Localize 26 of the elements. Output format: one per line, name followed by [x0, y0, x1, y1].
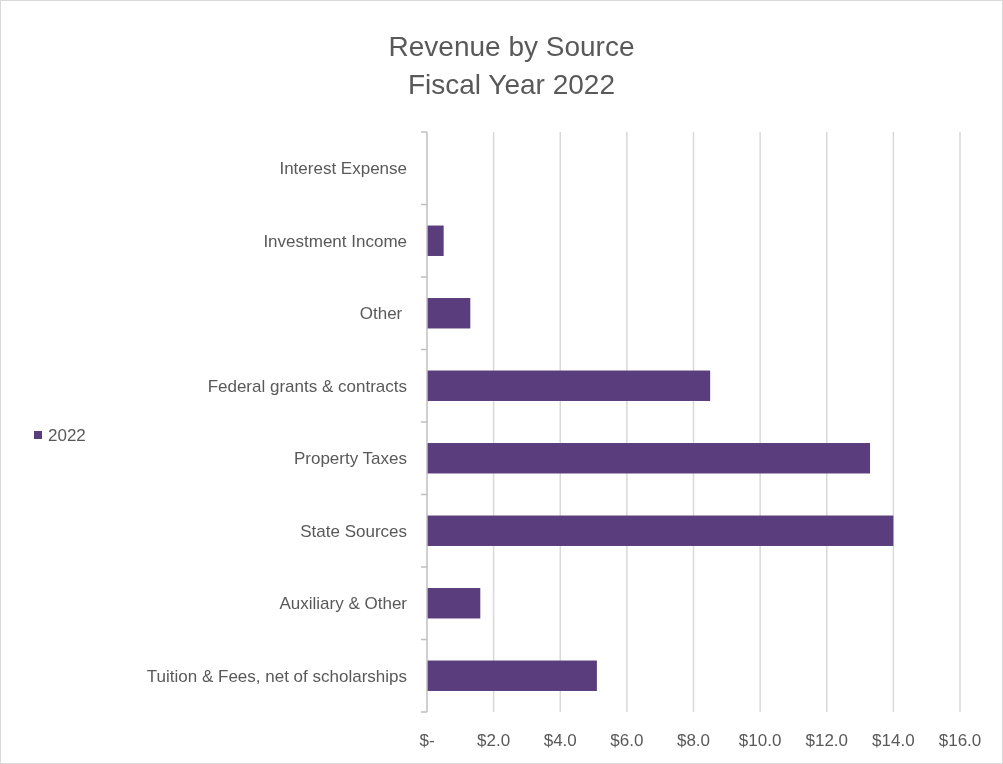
legend-label: 2022: [48, 425, 86, 445]
x-tick-label: $2.0: [477, 731, 511, 750]
x-tick-label: $4.0: [543, 731, 577, 750]
bar: [427, 225, 444, 256]
x-tick-label: $10.0: [738, 731, 782, 750]
y-tick-label: Property Taxes: [293, 449, 407, 469]
x-tick-label: $14.0: [872, 731, 915, 750]
x-tick-label: $12.0: [805, 731, 849, 750]
y-tick-label: Auxiliary & Other: [279, 594, 408, 614]
y-tick-label: Federal grants & contracts: [207, 376, 407, 396]
bar: [427, 298, 471, 329]
bar: [427, 515, 894, 546]
bar: [427, 660, 597, 691]
y-tick-label: Investment Income: [263, 231, 407, 251]
y-tick-label: State Sources: [300, 521, 407, 541]
x-tick-label: $8.0: [676, 731, 711, 750]
x-tick-label: $-: [419, 731, 435, 750]
y-tick-label: Tuition & Fees, net of scholarships: [146, 666, 407, 686]
bar: [427, 370, 711, 401]
x-tick-label: $6.0: [610, 731, 644, 750]
x-tick-label: $16.0: [938, 731, 982, 750]
chart-title: Revenue by Source Fiscal Year 2022: [388, 31, 635, 100]
y-tick-label: Interest Expense: [279, 159, 407, 179]
y-tick-label: Other: [359, 304, 407, 324]
bar: [427, 443, 871, 474]
bar: [427, 588, 481, 619]
